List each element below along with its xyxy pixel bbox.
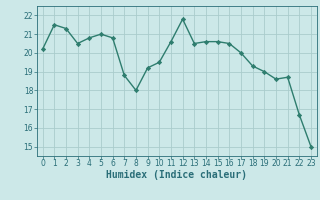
X-axis label: Humidex (Indice chaleur): Humidex (Indice chaleur) <box>106 170 247 180</box>
